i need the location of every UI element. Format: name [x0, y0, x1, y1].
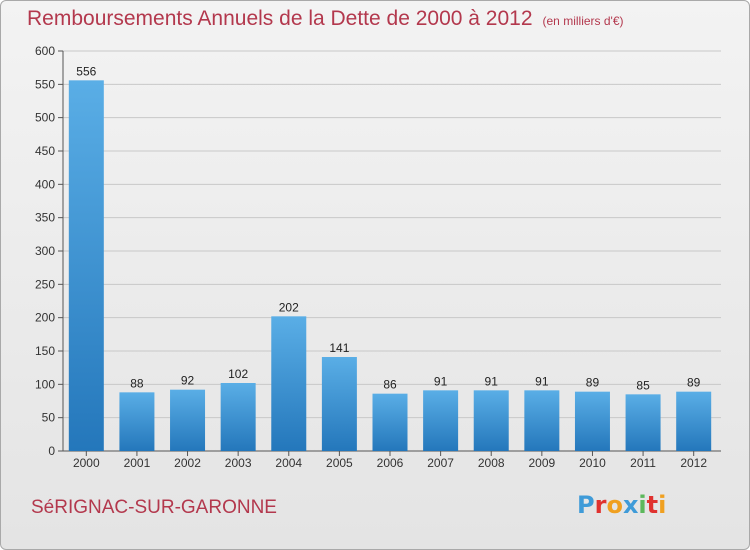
x-tick-label: 2001 — [124, 456, 151, 470]
y-tick-label: 500 — [35, 111, 55, 125]
x-tick-label: 2006 — [377, 456, 404, 470]
x-tick-label: 2000 — [73, 456, 100, 470]
bar — [68, 80, 104, 451]
bar — [423, 390, 459, 451]
data-label: 86 — [383, 378, 397, 392]
y-tick-label: 350 — [35, 211, 55, 225]
y-tick-label: 150 — [35, 344, 55, 358]
y-tick-label: 250 — [35, 277, 55, 291]
bar — [473, 390, 509, 451]
y-tick-label: 300 — [35, 244, 55, 258]
y-tick-label: 550 — [35, 77, 55, 91]
bar — [321, 357, 357, 451]
bar — [271, 316, 307, 451]
data-label: 89 — [687, 376, 701, 390]
logo-letter: t — [646, 491, 659, 519]
data-label: 91 — [485, 374, 499, 388]
title-text: Remboursements Annuels de la Dette de 20… — [27, 7, 533, 30]
y-tick-label: 400 — [35, 177, 55, 191]
data-label: 202 — [279, 300, 299, 314]
logo-letter: x — [622, 491, 639, 519]
y-tick-label: 100 — [35, 377, 55, 391]
chart-title: Remboursements Annuels de la Dette de 20… — [27, 7, 624, 31]
y-tick-label: 450 — [35, 144, 55, 158]
x-tick-label: 2009 — [528, 456, 555, 470]
bar — [676, 391, 712, 451]
logo-letter: P — [577, 491, 595, 519]
y-tick-label: 50 — [42, 411, 56, 425]
x-tick-label: 2008 — [478, 456, 505, 470]
x-tick-label: 2003 — [225, 456, 252, 470]
data-label: 88 — [130, 376, 144, 390]
data-label: 556 — [76, 64, 96, 78]
data-label: 102 — [228, 367, 248, 381]
logo-letter: i — [658, 491, 667, 519]
y-tick-label: 600 — [35, 44, 55, 58]
data-label: 141 — [329, 341, 349, 355]
logo-letter: r — [594, 491, 607, 519]
bar — [524, 390, 560, 451]
bar — [220, 383, 256, 451]
data-label: 92 — [181, 374, 195, 388]
x-tick-label: 2012 — [680, 456, 707, 470]
data-label: 91 — [434, 374, 448, 388]
bar — [372, 393, 408, 451]
x-tick-label: 2005 — [326, 456, 353, 470]
bar — [119, 392, 155, 451]
data-label: 85 — [636, 378, 650, 392]
x-tick-label: 2007 — [427, 456, 454, 470]
bar — [170, 389, 206, 451]
x-tick-label: 2011 — [630, 456, 656, 470]
city-name: SéRIGNAC-SUR-GARONNE — [31, 497, 277, 518]
x-tick-label: 2004 — [275, 456, 302, 470]
data-label: 91 — [535, 374, 549, 388]
logo-letter: o — [606, 491, 623, 519]
y-tick-label: 200 — [35, 311, 55, 325]
bar — [625, 394, 661, 451]
x-tick-label: 2010 — [579, 456, 606, 470]
y-tick-label: 0 — [48, 444, 55, 458]
title-unit: (en milliers d'€) — [542, 14, 624, 28]
data-label: 89 — [586, 376, 600, 390]
x-tick-label: 2002 — [174, 456, 201, 470]
logo-letter: i — [638, 491, 647, 519]
proxiti-logo: Proxiti — [577, 491, 666, 519]
bar — [574, 391, 610, 451]
